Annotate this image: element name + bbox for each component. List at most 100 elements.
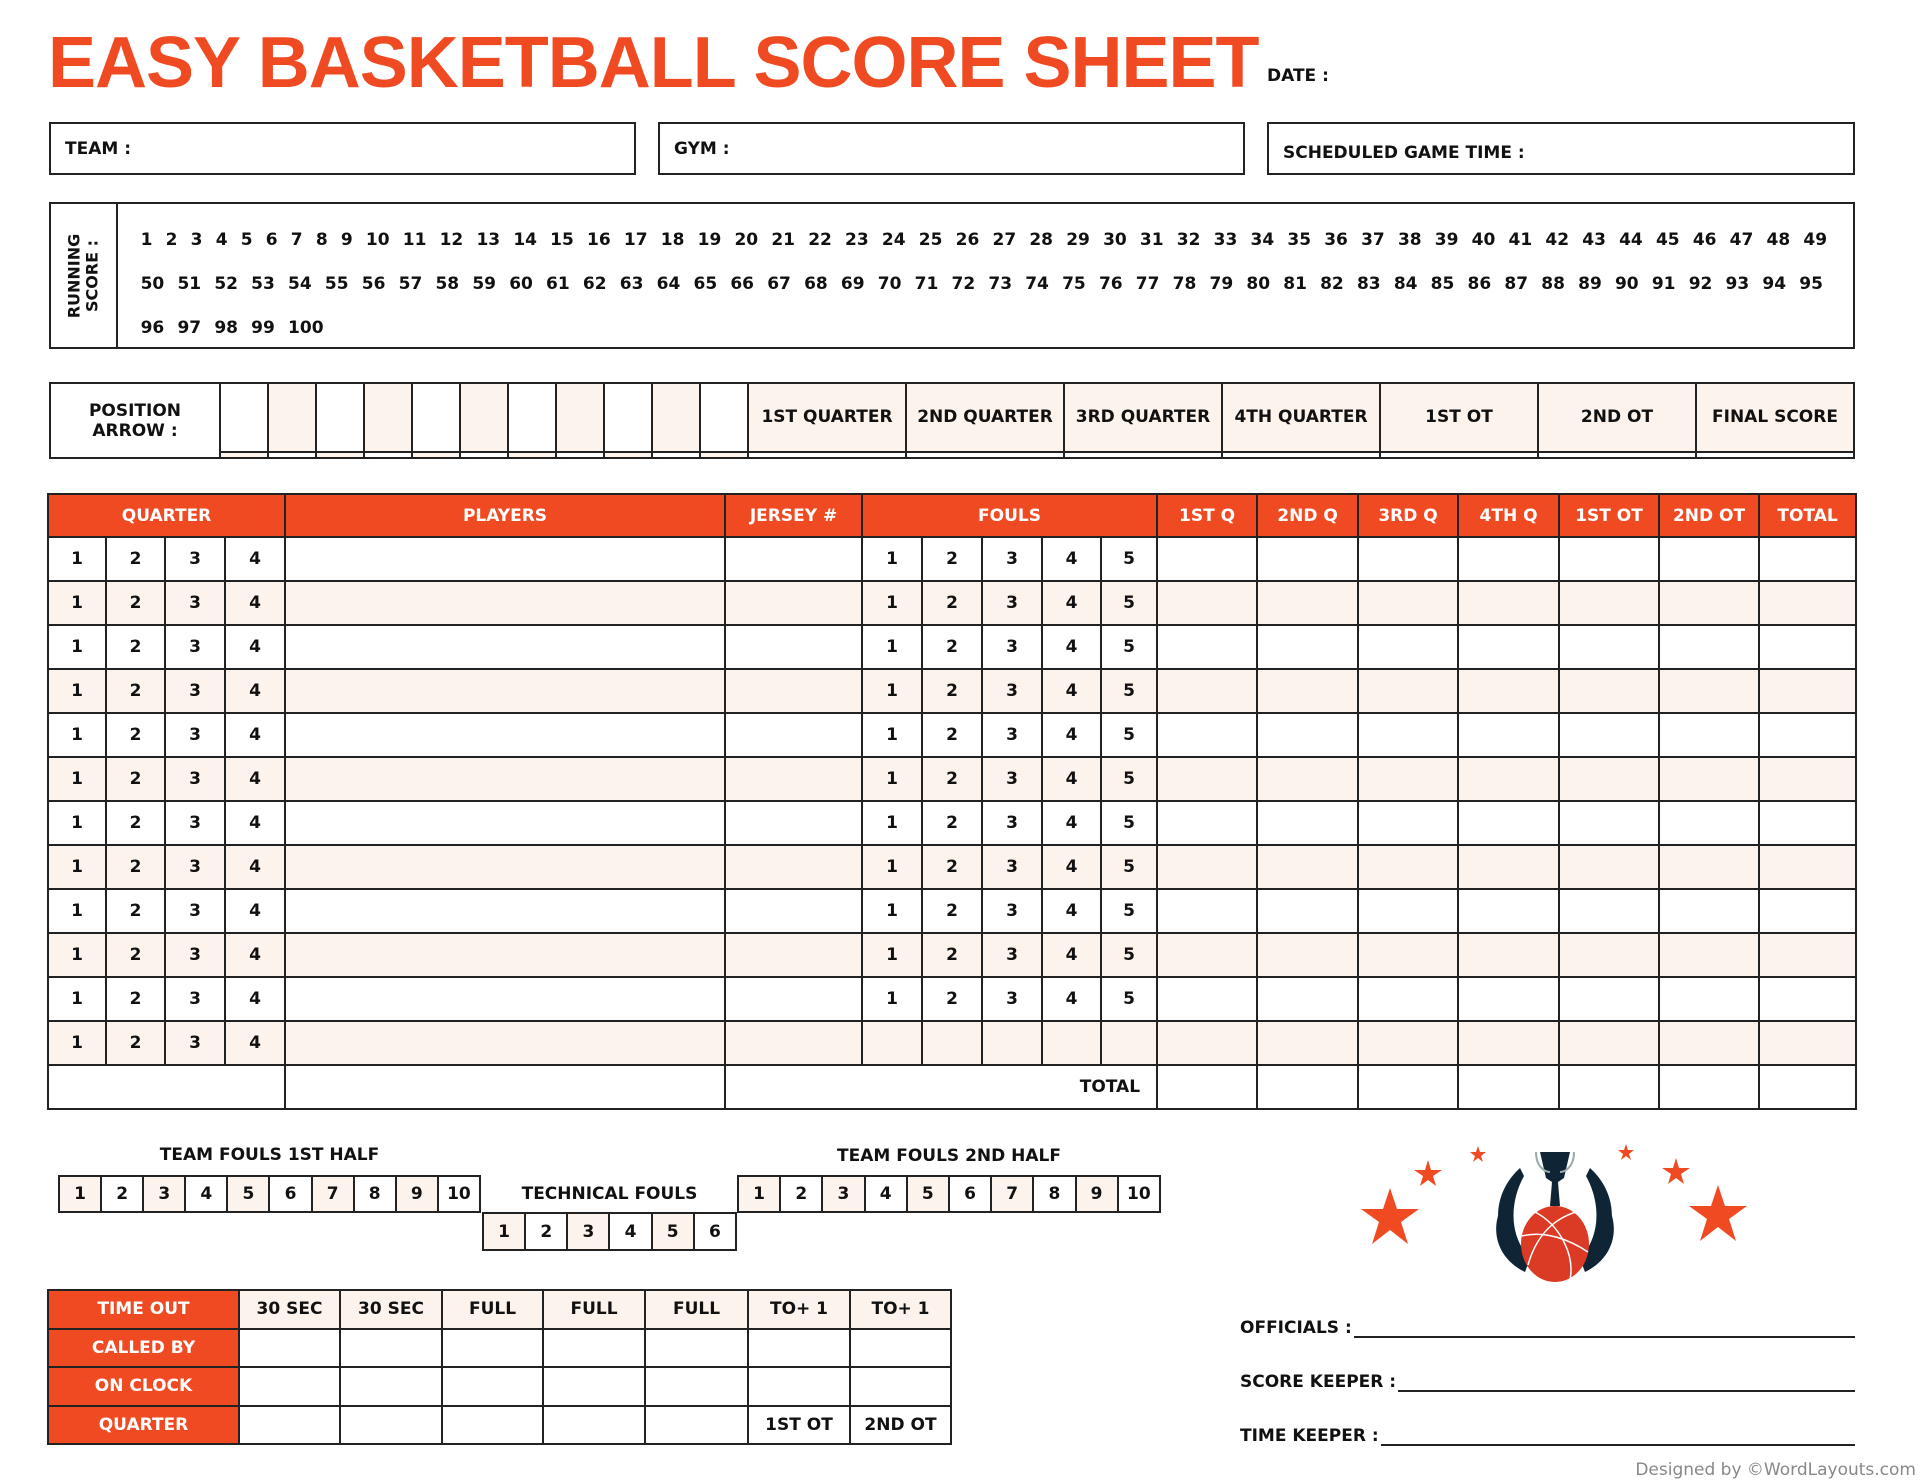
quarter-checkbox[interactable]: 3	[164, 668, 226, 714]
technical-foul-box[interactable]: 5	[650, 1212, 695, 1251]
score-keeper-field[interactable]: SCORE KEEPER :	[1240, 1372, 1855, 1392]
foul-checkbox[interactable]: 3	[981, 888, 1044, 934]
running-score-number[interactable]: 4	[215, 230, 228, 250]
foul-checkbox[interactable]: 3	[981, 624, 1044, 670]
position-arrow-cell[interactable]	[507, 382, 557, 453]
foul-checkbox[interactable]: 3	[981, 580, 1044, 626]
period-points-cell[interactable]	[1457, 844, 1561, 890]
timeout-quarter-cell[interactable]	[339, 1404, 443, 1445]
quarter-checkbox[interactable]: 1	[47, 932, 107, 978]
period-points-cell[interactable]	[1758, 580, 1858, 626]
team-foul-1st-box[interactable]: 10	[436, 1175, 482, 1213]
running-score-number[interactable]: 71	[914, 274, 939, 294]
period-points-cell[interactable]	[1558, 624, 1661, 670]
foul-checkbox[interactable]: 4	[1041, 888, 1103, 934]
position-arrow-cell[interactable]	[651, 382, 701, 453]
quarter-checkbox[interactable]: 3	[164, 536, 226, 582]
timeout-entry-cell[interactable]	[238, 1327, 341, 1368]
period-points-cell[interactable]	[1256, 536, 1360, 582]
foul-checkbox[interactable]: 2	[921, 932, 984, 978]
period-points-cell[interactable]	[1558, 668, 1661, 714]
period-points-cell[interactable]	[1758, 976, 1858, 1022]
running-score-number[interactable]: 65	[693, 274, 718, 294]
running-score-number[interactable]: 19	[697, 230, 722, 250]
foul-checkbox[interactable]: 5	[1100, 580, 1159, 626]
team-foul-2nd-box[interactable]: 7	[990, 1175, 1035, 1213]
running-score-number[interactable]: 54	[288, 274, 312, 294]
player-name-cell[interactable]	[284, 1020, 727, 1066]
technical-foul-box[interactable]: 4	[608, 1212, 653, 1251]
period-points-cell[interactable]	[1658, 844, 1761, 890]
period-points-cell[interactable]	[1558, 756, 1661, 802]
running-score-number[interactable]: 60	[509, 274, 533, 294]
gym-field[interactable]: GYM :	[658, 122, 1245, 175]
running-score-number[interactable]: 44	[1619, 230, 1643, 250]
foul-checkbox[interactable]	[921, 1020, 984, 1066]
period-points-cell[interactable]	[1758, 624, 1858, 670]
running-score-number[interactable]: 30	[1103, 230, 1127, 250]
quarter-checkbox[interactable]: 4	[223, 932, 287, 978]
running-score-number[interactable]: 74	[1025, 274, 1049, 294]
quarter-checkbox[interactable]: 3	[164, 976, 226, 1022]
jersey-number-cell[interactable]	[724, 976, 864, 1022]
running-score-number[interactable]: 86	[1467, 274, 1492, 294]
position-arrow-cell[interactable]	[603, 450, 653, 460]
period-points-cell[interactable]	[1658, 712, 1761, 758]
running-score-number[interactable]: 97	[177, 318, 202, 338]
position-arrow-cell[interactable]	[411, 450, 461, 460]
technical-foul-box[interactable]: 2	[524, 1212, 569, 1251]
foul-checkbox[interactable]: 2	[921, 756, 984, 802]
running-score-number[interactable]: 32	[1176, 230, 1201, 250]
period-points-cell[interactable]	[1758, 668, 1858, 714]
period-points-cell[interactable]	[1256, 800, 1360, 846]
period-points-cell[interactable]	[1457, 536, 1561, 582]
foul-checkbox[interactable]: 1	[861, 800, 924, 846]
timeout-quarter-cell[interactable]	[542, 1404, 646, 1445]
quarter-checkbox[interactable]: 3	[164, 756, 226, 802]
total-points-cell[interactable]	[1558, 1064, 1661, 1110]
quarter-checkbox[interactable]: 1	[47, 624, 107, 670]
foul-checkbox[interactable]: 5	[1100, 844, 1159, 890]
period-points-cell[interactable]	[1457, 712, 1561, 758]
running-score-number[interactable]: 15	[550, 230, 574, 250]
team-foul-1st-box[interactable]: 4	[184, 1175, 229, 1213]
running-score-number[interactable]: 46	[1692, 230, 1717, 250]
total-points-cell[interactable]	[1457, 1064, 1561, 1110]
foul-checkbox[interactable]: 1	[861, 844, 924, 890]
total-points-cell[interactable]	[1357, 1064, 1460, 1110]
quarter-checkbox[interactable]: 1	[47, 712, 107, 758]
foul-checkbox[interactable]: 5	[1100, 800, 1159, 846]
running-score-number[interactable]: 41	[1508, 230, 1533, 250]
period-points-cell[interactable]	[1256, 976, 1360, 1022]
running-score-number[interactable]: 57	[398, 274, 423, 294]
position-arrow-cell[interactable]	[507, 450, 557, 460]
foul-checkbox[interactable]: 3	[981, 668, 1044, 714]
player-name-cell[interactable]	[284, 712, 727, 758]
period-score-cell[interactable]	[1379, 450, 1539, 460]
position-arrow-cell[interactable]	[363, 382, 413, 453]
running-score-number[interactable]: 95	[1799, 274, 1823, 294]
running-score-number[interactable]: 6	[265, 230, 278, 250]
total-points-cell[interactable]	[1256, 1064, 1360, 1110]
team-foul-2nd-box[interactable]: 10	[1116, 1175, 1162, 1213]
period-points-cell[interactable]	[1558, 1020, 1661, 1066]
position-arrow-cell[interactable]	[267, 382, 317, 453]
timeout-entry-cell[interactable]	[542, 1366, 646, 1407]
period-points-cell[interactable]	[1658, 668, 1761, 714]
period-points-cell[interactable]	[1357, 800, 1460, 846]
timeout-entry-cell[interactable]	[339, 1366, 443, 1407]
foul-checkbox[interactable]: 3	[981, 844, 1044, 890]
foul-checkbox[interactable]: 2	[921, 668, 984, 714]
period-points-cell[interactable]	[1758, 888, 1858, 934]
quarter-checkbox[interactable]: 2	[105, 536, 166, 582]
period-points-cell[interactable]	[1156, 800, 1259, 846]
technical-foul-box[interactable]: 1	[481, 1212, 527, 1251]
quarter-checkbox[interactable]: 3	[164, 844, 226, 890]
period-points-cell[interactable]	[1658, 580, 1761, 626]
running-score-number[interactable]: 78	[1172, 274, 1197, 294]
period-points-cell[interactable]	[1658, 756, 1761, 802]
period-points-cell[interactable]	[1256, 580, 1360, 626]
quarter-checkbox[interactable]: 2	[105, 932, 166, 978]
running-score-number[interactable]: 84	[1393, 274, 1418, 294]
jersey-number-cell[interactable]	[724, 756, 864, 802]
